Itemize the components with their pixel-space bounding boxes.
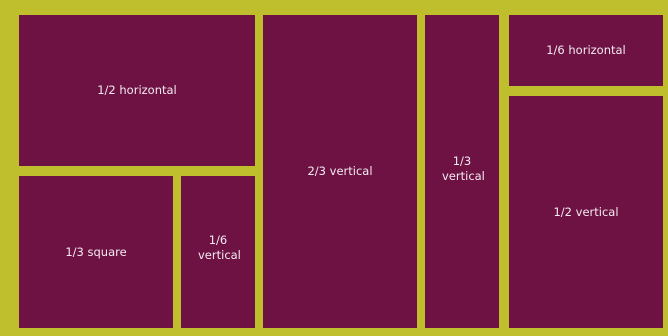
tile-label: 1/6 vertical	[198, 233, 241, 262]
tile-third-square: 1/3 square	[19, 176, 173, 328]
tile-half-horizontal: 1/2 horizontal	[19, 15, 255, 166]
tile-sixth-vertical: 1/6 vertical	[181, 176, 255, 328]
tile-third-vertical: 1/3 vertical	[425, 15, 499, 328]
tile-sixth-horizontal: 1/6 horizontal	[509, 15, 663, 86]
tile-half-vertical: 1/2 vertical	[509, 96, 663, 328]
tile-two-thirds-vertical: 2/3 vertical	[263, 15, 417, 328]
tile-label: 1/2 vertical	[553, 204, 619, 219]
tile-label: 1/3 vertical	[442, 153, 485, 183]
tile-label: 1/6 horizontal	[546, 43, 626, 57]
tile-label: 1/2 horizontal	[97, 83, 177, 97]
tile-label: 1/3 square	[65, 244, 127, 259]
tile-label: 2/3 vertical	[307, 164, 373, 178]
